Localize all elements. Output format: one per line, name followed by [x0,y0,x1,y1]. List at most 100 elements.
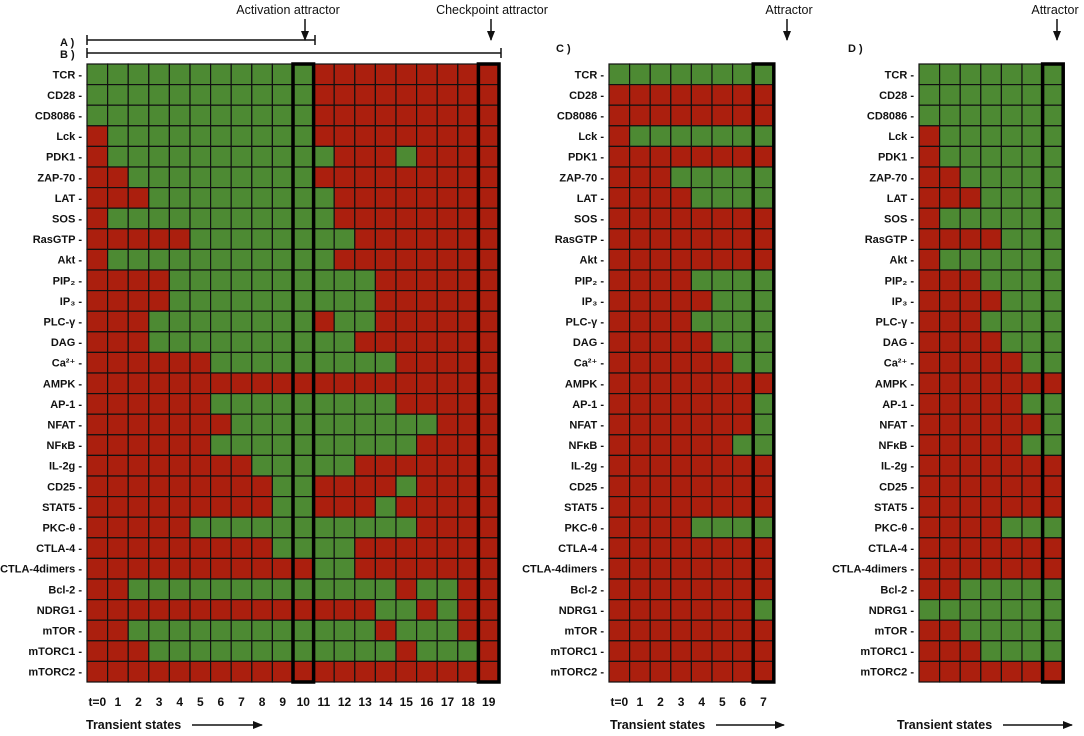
state-cell [1000,83,1023,106]
state-cell [628,125,651,148]
state-cell [292,166,315,189]
gene-label-d: NFAT - [879,420,914,432]
transient-states-label-c: Transient states [610,718,705,732]
state-cell [477,660,500,683]
state-cell [959,125,982,148]
state-cell [1041,125,1064,148]
state-cell [251,640,274,662]
state-cell [711,351,734,374]
state-cell [938,269,961,292]
gene-label-d: PLC-γ - [876,317,915,329]
state-cell [436,83,459,106]
state-cell [1000,125,1023,148]
state-cell [251,660,274,683]
panel-label-a: A ) [60,37,75,49]
x-tick-label: 15 [400,695,414,709]
state-cell [292,228,315,251]
state-cell [628,187,651,209]
state-cell [752,104,775,127]
state-cell [416,372,438,395]
state-cell [416,640,438,662]
state-cell [649,372,672,395]
state-cell [457,207,479,230]
state-cell [395,351,418,374]
gene-label-c: NFκB - [569,440,605,452]
state-cell [189,475,212,498]
state-cell [1021,537,1044,559]
state-cell [292,104,315,127]
state-cell [711,125,734,148]
state-cell [608,331,631,353]
state-cell [251,619,274,642]
state-cell [690,207,713,230]
state-cell [230,393,253,415]
state-cell [374,63,397,86]
gene-label-c: AMPK - [565,378,604,390]
state-cell [690,475,713,498]
state-cell [168,393,191,415]
state-cell [731,557,754,580]
state-cell [436,248,459,271]
state-cell [1000,619,1023,642]
state-cell [752,434,775,456]
state-cell [313,393,335,415]
state-cell [670,331,692,353]
state-cell [189,310,212,333]
state-cell [189,537,212,559]
state-cell [649,351,672,374]
state-cell [477,290,500,312]
state-cell [86,228,109,251]
state-cell [477,207,500,230]
state-cell [731,372,754,395]
state-cell [106,104,129,127]
state-cell [731,351,754,374]
state-cell [670,290,692,312]
state-cell [416,228,438,251]
state-cell [251,290,274,312]
state-cell [374,207,397,230]
state-cell [271,310,294,333]
state-cell [670,351,692,374]
state-cell [731,660,754,683]
state-cell [230,310,253,333]
state-cell [649,63,672,86]
gene-label-d: CD25 - [879,481,914,493]
state-cell [959,166,982,189]
state-cell [1041,475,1064,498]
state-cell [690,63,713,86]
state-cell [731,269,754,292]
state-cell [608,310,631,333]
state-cell [752,413,775,436]
state-cell [230,475,253,498]
state-cell [980,351,1002,374]
state-cell [959,454,982,477]
gene-label-c: PKC-θ - [564,523,604,535]
state-cell [670,475,692,498]
state-cell [395,475,418,498]
state-cell [333,475,356,498]
state-cell [1041,207,1064,230]
state-cell [959,145,982,168]
state-cell [168,537,191,559]
state-cell [333,557,356,580]
state-cell [711,372,734,395]
state-cell [918,640,941,662]
state-cell [608,187,631,209]
state-cell [1021,63,1044,86]
state-cell [1000,228,1023,251]
state-cell [168,413,191,436]
state-cell [210,434,232,456]
state-cell [477,413,500,436]
state-cell [1000,496,1023,518]
state-cell [127,331,150,353]
state-cell [752,187,775,209]
state-cell [1000,537,1023,559]
state-cell [86,413,109,436]
state-cell [1021,269,1044,292]
state-cell [333,434,356,456]
state-cell [711,310,734,333]
state-cell [86,331,109,353]
state-cell [711,496,734,518]
state-cell [86,578,109,601]
state-cell [980,434,1002,456]
